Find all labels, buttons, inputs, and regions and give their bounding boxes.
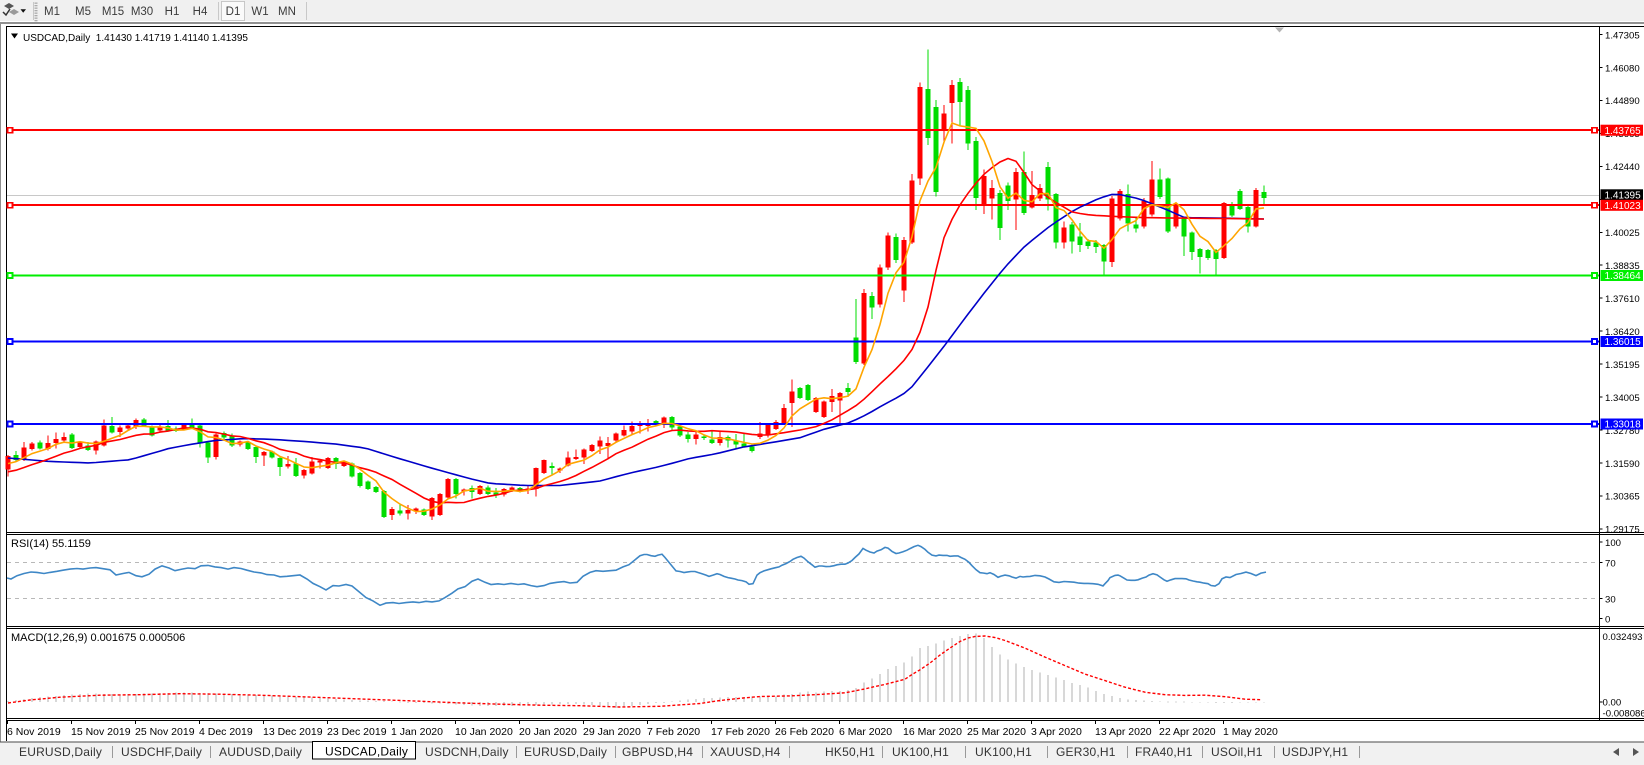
svg-text:M5: M5 <box>75 6 91 18</box>
svg-text:1.32780: 1.32780 <box>1605 426 1640 437</box>
svg-text:13 Dec 2019: 13 Dec 2019 <box>263 726 323 738</box>
svg-text:7 Feb 2020: 7 Feb 2020 <box>647 726 700 738</box>
svg-text:1.41395: 1.41395 <box>1605 190 1642 201</box>
svg-text:1.36420: 1.36420 <box>1605 327 1640 338</box>
svg-text:1.34005: 1.34005 <box>1605 393 1640 404</box>
svg-text:FRA40,H1: FRA40,H1 <box>1135 745 1193 759</box>
svg-text:1.38835: 1.38835 <box>1605 261 1640 272</box>
svg-text:1.29175: 1.29175 <box>1605 525 1640 536</box>
svg-text:20 Jan 2020: 20 Jan 2020 <box>519 726 577 738</box>
svg-text:10 Jan 2020: 10 Jan 2020 <box>455 726 513 738</box>
svg-text:23 Dec 2019: 23 Dec 2019 <box>327 726 387 738</box>
svg-text:1.38464: 1.38464 <box>1605 271 1642 282</box>
svg-text:29 Jan 2020: 29 Jan 2020 <box>583 726 641 738</box>
svg-text:1.47305: 1.47305 <box>1605 30 1640 41</box>
svg-text:1.36015: 1.36015 <box>1605 337 1642 348</box>
svg-text:UK100,H1: UK100,H1 <box>975 745 1032 759</box>
svg-text:1.30365: 1.30365 <box>1605 492 1640 503</box>
svg-text:15 Nov 2019: 15 Nov 2019 <box>71 726 131 738</box>
svg-text:USDCAD,Daily: USDCAD,Daily <box>325 745 408 759</box>
svg-text:M30: M30 <box>131 6 153 18</box>
svg-text:13 Apr 2020: 13 Apr 2020 <box>1095 726 1152 738</box>
svg-text:D1: D1 <box>226 6 241 18</box>
svg-text:1.43765: 1.43765 <box>1605 126 1642 137</box>
svg-text:30: 30 <box>1605 594 1616 605</box>
svg-text:0.032493: 0.032493 <box>1603 632 1643 643</box>
svg-text:1 Jan 2020: 1 Jan 2020 <box>391 726 443 738</box>
svg-text:1 May 2020: 1 May 2020 <box>1223 726 1278 738</box>
svg-text:26 Feb 2020: 26 Feb 2020 <box>775 726 834 738</box>
svg-text:1.35195: 1.35195 <box>1605 360 1640 371</box>
svg-text:MACD(12,26,9) 0.001675 0.00050: MACD(12,26,9) 0.001675 0.000506 <box>11 632 185 644</box>
svg-text:USOil,H1: USOil,H1 <box>1211 745 1263 759</box>
svg-text:70: 70 <box>1605 558 1616 569</box>
svg-text:XAUUSD,H4: XAUUSD,H4 <box>710 745 781 759</box>
svg-text:USDCHF,Daily: USDCHF,Daily <box>121 745 202 759</box>
svg-text:1.37610: 1.37610 <box>1605 294 1640 305</box>
svg-text:H4: H4 <box>193 6 208 18</box>
svg-text:25 Mar 2020: 25 Mar 2020 <box>967 726 1026 738</box>
svg-text:6 Nov 2019: 6 Nov 2019 <box>7 726 61 738</box>
svg-text:EURUSD,Daily: EURUSD,Daily <box>19 745 102 759</box>
svg-text:-0.008086: -0.008086 <box>1603 709 1644 720</box>
svg-text:UK100,H1: UK100,H1 <box>892 745 949 759</box>
svg-text:0.00: 0.00 <box>1603 698 1622 709</box>
svg-text:USDJPY,H1: USDJPY,H1 <box>1282 745 1348 759</box>
svg-text:6 Mar 2020: 6 Mar 2020 <box>839 726 892 738</box>
svg-text:1.42440: 1.42440 <box>1605 162 1640 173</box>
svg-text:1.33018: 1.33018 <box>1605 420 1642 431</box>
svg-text:17 Feb 2020: 17 Feb 2020 <box>711 726 770 738</box>
svg-text:3 Apr 2020: 3 Apr 2020 <box>1031 726 1082 738</box>
svg-text:16 Mar 2020: 16 Mar 2020 <box>903 726 962 738</box>
svg-text:W1: W1 <box>251 6 268 18</box>
svg-text:AUDUSD,Daily: AUDUSD,Daily <box>219 745 302 759</box>
svg-text:25 Nov 2019: 25 Nov 2019 <box>135 726 195 738</box>
svg-text:1.40025: 1.40025 <box>1605 228 1640 239</box>
svg-text:HK50,H1: HK50,H1 <box>825 745 875 759</box>
svg-text:M1: M1 <box>44 6 60 18</box>
svg-text:100: 100 <box>1605 538 1621 549</box>
svg-text:1.46080: 1.46080 <box>1605 63 1640 74</box>
svg-text:MN: MN <box>278 6 296 18</box>
svg-text:USDCNH,Daily: USDCNH,Daily <box>425 745 509 759</box>
svg-text:USDCAD,Daily 1.41430 1.41719: USDCAD,Daily 1.41430 1.41719 1.41140 1.4… <box>23 33 248 44</box>
svg-text:GBPUSD,H4: GBPUSD,H4 <box>622 745 693 759</box>
svg-text:GER30,H1: GER30,H1 <box>1056 745 1116 759</box>
svg-text:4 Dec 2019: 4 Dec 2019 <box>199 726 253 738</box>
svg-text:M15: M15 <box>102 6 124 18</box>
svg-text:RSI(14) 55.1159: RSI(14) 55.1159 <box>11 538 91 550</box>
svg-text:H1: H1 <box>165 6 180 18</box>
svg-text:1.41023: 1.41023 <box>1605 201 1642 212</box>
svg-text:1.44890: 1.44890 <box>1605 96 1640 107</box>
svg-text:0: 0 <box>1605 614 1610 625</box>
svg-text:22 Apr 2020: 22 Apr 2020 <box>1159 726 1216 738</box>
svg-text:EURUSD,Daily: EURUSD,Daily <box>524 745 607 759</box>
svg-text:1.31590: 1.31590 <box>1605 459 1640 470</box>
